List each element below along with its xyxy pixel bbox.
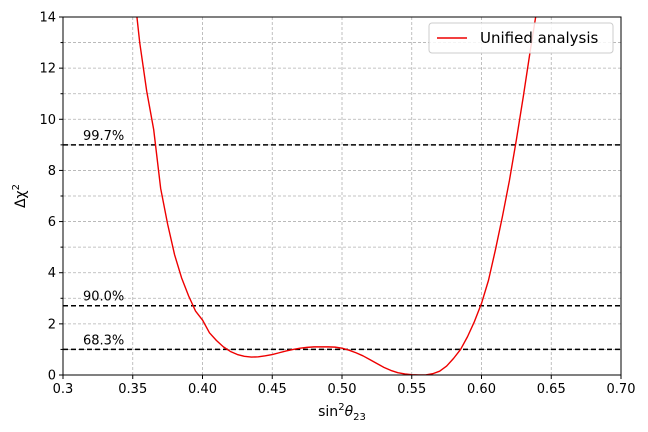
confidence-labels: 99.7% 90.0% 68.3%: [83, 129, 124, 349]
confidence-label: 68.3%: [83, 333, 124, 348]
series-lines: [136, 17, 537, 375]
x-tick-label: 0.3: [53, 382, 74, 397]
y-tick-label: 2: [48, 317, 56, 332]
y-tick-label: 12: [39, 62, 56, 77]
legend: Unified analysis: [428, 22, 614, 54]
x-tick-label: 0.45: [258, 382, 287, 397]
legend-box: [428, 22, 614, 54]
x-axis-label-base: sin: [318, 404, 338, 420]
x-axis-label: sin2θ23: [318, 402, 366, 423]
y-axis-ticks: 0 2 4 6 8 10 12 14: [39, 11, 63, 384]
y-tick-label: 4: [48, 266, 56, 281]
y-axis-label: Δχ2: [11, 184, 29, 208]
x-tick-label: 0.65: [537, 382, 566, 397]
x-axis-label-sup: 2: [338, 402, 344, 413]
legend-entry: Unified analysis: [480, 29, 599, 47]
x-tick-label: 0.35: [118, 382, 147, 397]
y-tick-label: 14: [39, 11, 56, 26]
x-axis-label-sub: 23: [353, 412, 366, 423]
x-tick-label: 0.40: [188, 382, 217, 397]
y-tick-label: 0: [48, 369, 56, 384]
confidence-label: 90.0%: [83, 290, 124, 305]
y-axis-label-base: Δχ: [13, 190, 29, 208]
x-axis-label-theta: θ: [345, 404, 354, 420]
y-tick-label: 10: [39, 113, 56, 128]
x-axis-ticks: 0.3 0.35 0.40 0.45 0.50 0.55 0.60 0.65 0.70: [53, 375, 636, 397]
y-tick-label: 8: [48, 164, 56, 179]
y-axis-label-group: Δχ2: [11, 184, 29, 208]
x-tick-label: 0.60: [467, 382, 496, 397]
x-tick-label: 0.50: [328, 382, 357, 397]
x-tick-label: 0.55: [397, 382, 426, 397]
y-tick-label: 6: [48, 215, 56, 230]
confidence-label: 99.7%: [83, 129, 124, 144]
y-axis-label-sup: 2: [11, 184, 22, 190]
series-line-unified-analysis: [136, 17, 537, 375]
x-tick-label: 0.70: [607, 382, 636, 397]
